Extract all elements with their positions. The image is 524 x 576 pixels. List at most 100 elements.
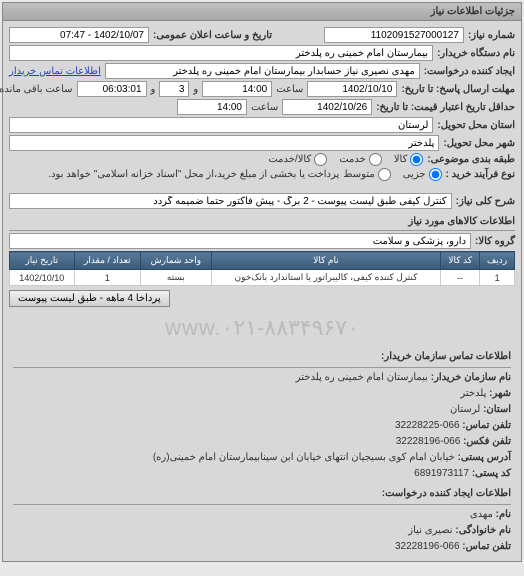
- row-group: گروه کالا:: [9, 233, 515, 249]
- proc-note: پرداخت یا بخشی از مبلغ خرید،از محل "اسنا…: [48, 169, 339, 180]
- contact-post: 6891973117: [414, 468, 469, 479]
- radio-both-label: کالا/خدمت: [268, 154, 311, 165]
- time-label-2: ساعت: [251, 102, 278, 113]
- contact-state: لرستان: [450, 404, 480, 415]
- radio-both[interactable]: کالا/خدمت: [268, 153, 327, 166]
- th-qty: تعداد / مقدار: [74, 252, 140, 270]
- radio-small[interactable]: جزیی: [403, 168, 442, 181]
- creator-label: ایجاد کننده درخواست:: [424, 66, 515, 77]
- payment-button[interactable]: پرداخا 4 ماهه - طبق لیست پیوست: [9, 290, 170, 307]
- contact-fax: 066-32228196: [396, 436, 461, 447]
- row-buyer-dev: نام دستگاه خریدار:: [9, 45, 515, 61]
- state-field[interactable]: [9, 117, 433, 133]
- req-no-field[interactable]: [324, 27, 464, 43]
- radio-small-input[interactable]: [429, 168, 442, 181]
- main-desc-field[interactable]: [9, 193, 452, 209]
- contact-header: اطلاعات تماس سازمان خریدار:: [13, 349, 511, 368]
- row-validity: حداقل تاریخ اعتبار قیمت: تا تاریخ: ساعت: [9, 99, 515, 115]
- row-deadline: مهلت ارسال پاسخ: تا تاریخ: ساعت و و ساعت…: [9, 81, 515, 97]
- contact-city-label: شهر:: [489, 388, 511, 399]
- contact-state-row: استان: لرستان: [13, 402, 511, 418]
- contact-addr: خیابان امام کوی بسیجیان انتهای خیابان اب…: [153, 452, 455, 463]
- th-idx: ردیف: [480, 252, 515, 270]
- contact-org: بیمارستان امام خمینی ره پلدختر: [296, 372, 428, 383]
- contact-state-label: استان:: [483, 404, 511, 415]
- and-label-2: و: [151, 84, 156, 95]
- req-no-label: شماره نیاز:: [468, 30, 515, 41]
- table-row[interactable]: 1 -- کنترل کننده کیفی، کالیبراتور یا است…: [10, 270, 515, 286]
- remain-suffix: ساعت باقی مانده: [0, 84, 73, 95]
- cell-date: 1402/10/10: [10, 270, 75, 286]
- creator-name-label: نام:: [496, 509, 511, 520]
- cell-unit: بسته: [140, 270, 211, 286]
- creator-field[interactable]: [105, 63, 420, 79]
- row-city: شهر محل تحویل:: [9, 135, 515, 151]
- row-state: استان محل تحویل:: [9, 117, 515, 133]
- details-panel: جزئیات اطلاعات نیاز شماره نیاز: تاریخ و …: [2, 2, 522, 562]
- remain-days-field[interactable]: [159, 81, 189, 97]
- row-main-desc: شرح کلی نیاز:: [9, 193, 515, 209]
- radio-service-input[interactable]: [369, 153, 382, 166]
- buyer-contact-link[interactable]: اطلاعات تماس خریدار: [9, 66, 101, 77]
- radio-both-input[interactable]: [314, 153, 327, 166]
- contact-block: اطلاعات تماس سازمان خریدار: نام سازمان خ…: [9, 347, 515, 557]
- contact-tel-label: تلفن تماس:: [462, 420, 511, 431]
- remain-time-field[interactable]: [77, 81, 147, 97]
- validity-label: حداقل تاریخ اعتبار قیمت: تا تاریخ:: [376, 102, 515, 113]
- group-label: گروه کالا:: [475, 236, 515, 247]
- cell-code: --: [441, 270, 480, 286]
- validity-date-field[interactable]: [282, 99, 372, 115]
- buyer-dev-label: نام دستگاه خریدار:: [437, 48, 515, 59]
- radio-small-label: جزیی: [403, 169, 426, 180]
- goods-table: ردیف کد کالا نام کالا واحد شمارش تعداد /…: [9, 251, 515, 286]
- announce-field[interactable]: [9, 27, 149, 43]
- buyer-dev-field[interactable]: [9, 45, 433, 61]
- state-label: استان محل تحویل:: [437, 120, 515, 131]
- th-code: کد کالا: [441, 252, 480, 270]
- creator-tel-label: تلفن تماس:: [462, 541, 511, 552]
- row-creator: ایجاد کننده درخواست: اطلاعات تماس خریدار: [9, 63, 515, 79]
- watermark-text: www.۰۲۱-۸۸۳۴۹۶۷۰: [9, 309, 515, 347]
- creator-tel: 066-32228196: [395, 541, 460, 552]
- creator-name-row: نام: مهدی: [13, 507, 511, 523]
- proc-radio-group: جزیی متوسط: [343, 168, 441, 181]
- row-req-no: شماره نیاز: تاریخ و ساعت اعلان عمومی:: [9, 27, 515, 43]
- radio-medium-label: متوسط: [343, 169, 374, 180]
- radio-service[interactable]: خدمت: [339, 153, 382, 166]
- cell-qty: 1: [74, 270, 140, 286]
- radio-medium-input[interactable]: [378, 168, 391, 181]
- radio-goods[interactable]: کالا: [394, 153, 424, 166]
- contact-addr-row: آدرس پستی: خیابان امام کوی بسیجیان انتها…: [13, 450, 511, 466]
- group-field[interactable]: [9, 233, 471, 249]
- creator-name: مهدی: [470, 509, 493, 520]
- creator-header: اطلاعات ایجاد کننده درخواست:: [13, 486, 511, 505]
- th-date: تاریخ نیاز: [10, 252, 75, 270]
- panel-body: شماره نیاز: تاریخ و ساعت اعلان عمومی: نا…: [3, 21, 521, 561]
- table-header-row: ردیف کد کالا نام کالا واحد شمارش تعداد /…: [10, 252, 515, 270]
- goods-section-title: اطلاعات کالاهای مورد نیاز: [9, 213, 515, 231]
- deadline-date-field[interactable]: [307, 81, 397, 97]
- contact-addr-label: آدرس پستی:: [458, 452, 511, 463]
- creator-lname-label: نام خانوادگی:: [455, 525, 511, 536]
- radio-medium[interactable]: متوسط: [343, 168, 390, 181]
- deadline-time-field[interactable]: [202, 81, 272, 97]
- contact-org-label: نام سازمان خریدار:: [431, 372, 511, 383]
- cell-idx: 1: [480, 270, 515, 286]
- and-label: و: [193, 84, 198, 95]
- contact-city: پلدختر: [460, 388, 486, 399]
- contact-post-label: کد پستی:: [472, 468, 511, 479]
- contact-org-row: نام سازمان خریدار: بیمارستان امام خمینی …: [13, 370, 511, 386]
- deadline-label: مهلت ارسال پاسخ: تا تاریخ:: [401, 84, 515, 95]
- main-desc-label: شرح کلی نیاز:: [456, 196, 515, 207]
- contact-tel-row: تلفن تماس: 066-32228225: [13, 418, 511, 434]
- contact-tel: 066-32228225: [395, 420, 460, 431]
- contact-post-row: کد پستی: 6891973117: [13, 466, 511, 482]
- city-field[interactable]: [9, 135, 439, 151]
- validity-time-field[interactable]: [177, 99, 247, 115]
- time-label-1: ساعت: [276, 84, 303, 95]
- creator-lname-row: نام خانوادگی: نصیری نیاز: [13, 523, 511, 539]
- creator-tel-row: تلفن تماس: 066-32228196: [13, 539, 511, 555]
- row-proc: نوع فرآیند خرید : جزیی متوسط پرداخت یا ب…: [9, 168, 515, 181]
- contact-fax-row: تلفن فکس: 066-32228196: [13, 434, 511, 450]
- radio-goods-input[interactable]: [410, 153, 423, 166]
